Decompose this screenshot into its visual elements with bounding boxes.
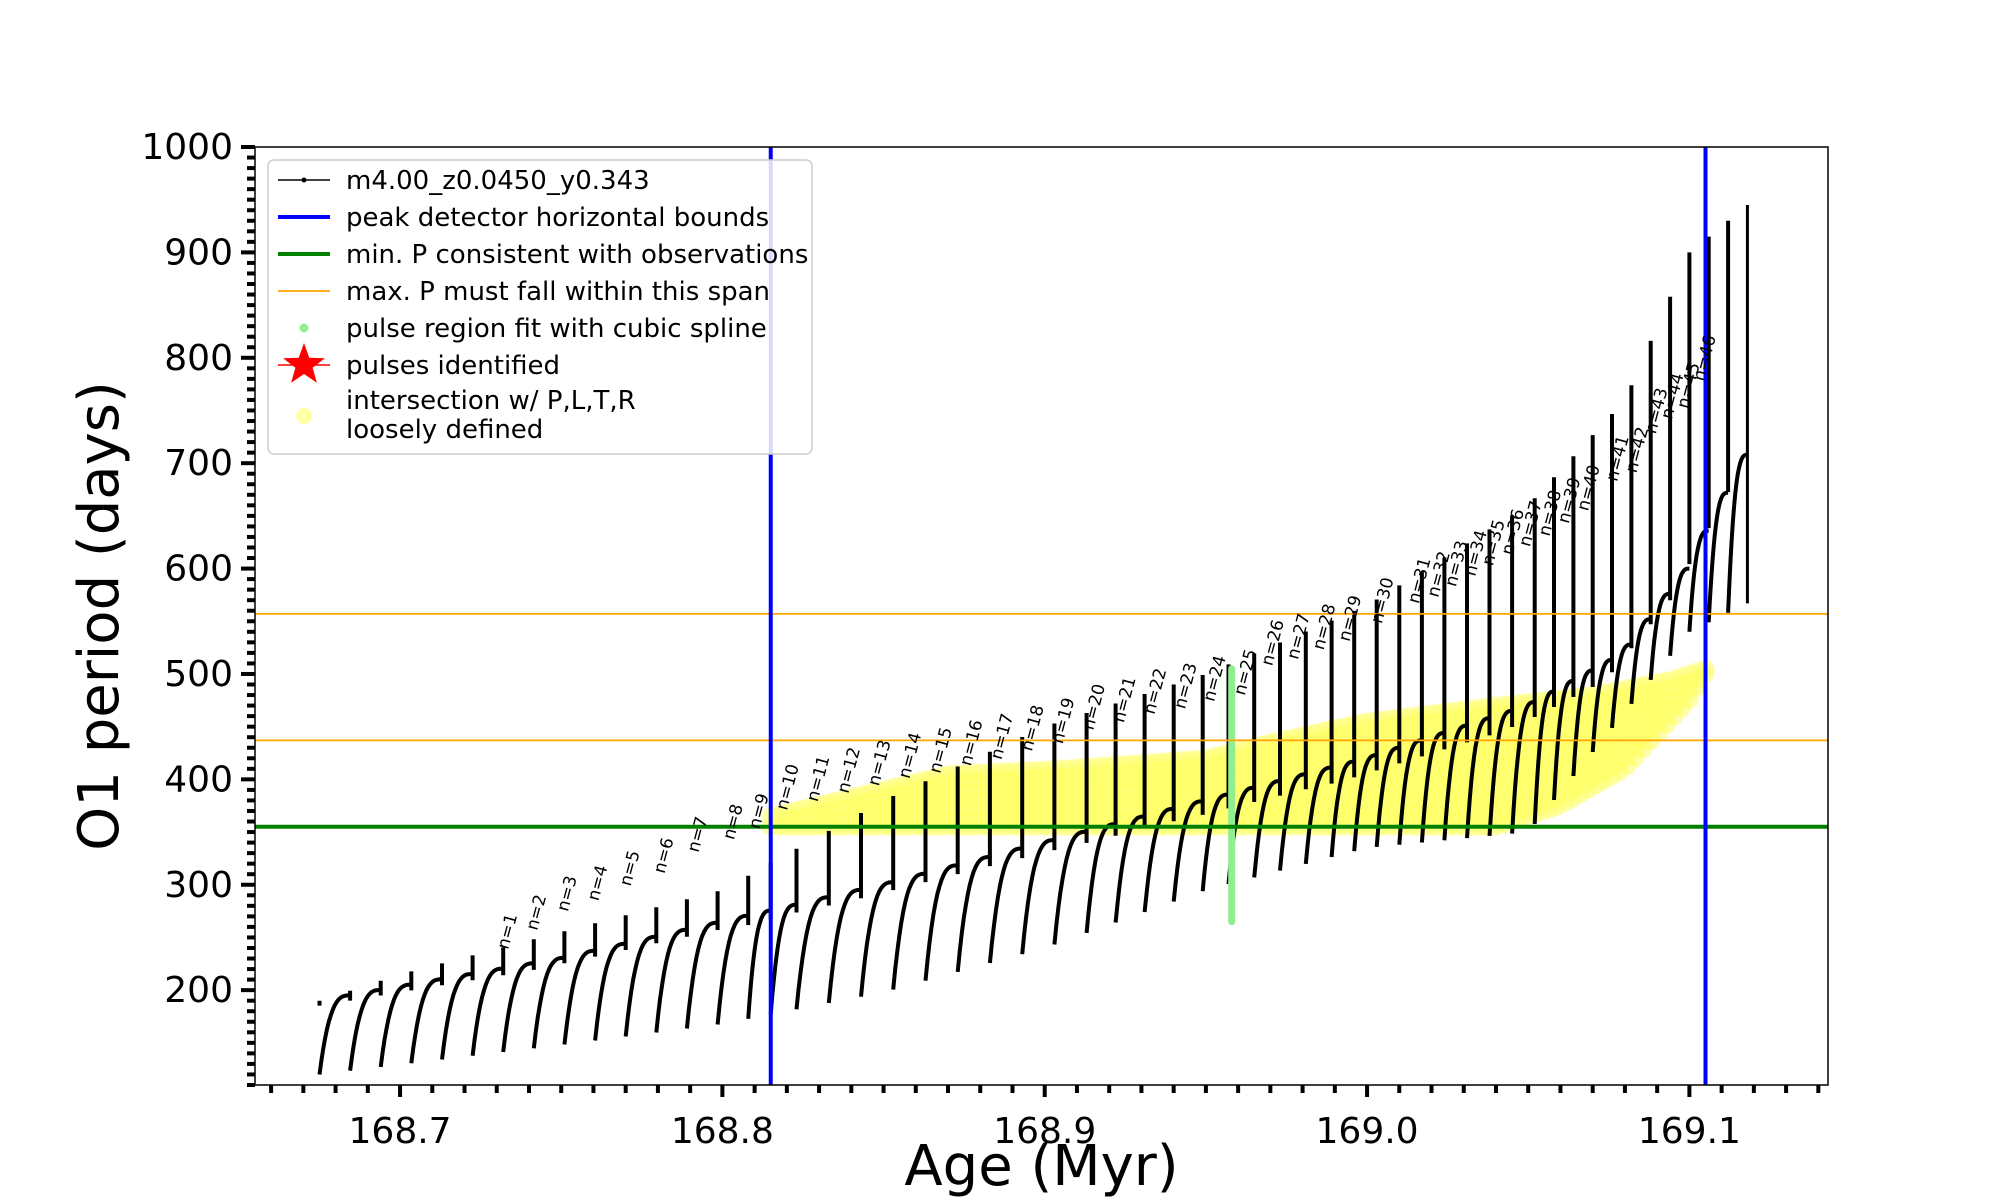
pulse-label: n=1: [494, 912, 523, 952]
legend-label: min. P consistent with observations: [346, 240, 808, 270]
pulse-label: n=4: [584, 863, 613, 903]
pulse-label: n=21: [1109, 675, 1140, 725]
x-axis-title: Age (Myr): [904, 1134, 1178, 1199]
pulse-labels: n=1 n=2 n=3 n=4 n=5 n=6n=7 n=8n=9n=10 n=11 n=12 n…: [494, 333, 1721, 951]
pulse-label: n=6: [650, 836, 679, 876]
y-tick-label: 600: [164, 549, 233, 590]
pulse-label: n=46: [1689, 333, 1720, 383]
pulse-label: n=3: [553, 874, 582, 914]
pulse-label: n=22: [1140, 666, 1171, 716]
legend-label: pulse region fit with cubic spline: [346, 314, 767, 344]
x-tick-label: 169.0: [1316, 1111, 1419, 1152]
pulse-label: n=17: [987, 711, 1018, 761]
pulse-label: n=40: [1573, 463, 1604, 513]
y-tick-label: 300: [164, 865, 233, 906]
y-axis-title: O1 period (days): [67, 381, 132, 851]
pulse-label: n=28: [1309, 602, 1340, 652]
legend-item: max. P must fall within this span: [278, 277, 770, 307]
x-tick-label: 169.1: [1638, 1111, 1741, 1152]
legend-item: peak detector horizontal bounds: [278, 203, 769, 233]
y-tick-label: 900: [164, 232, 233, 273]
pulse-label: n=20: [1079, 682, 1110, 732]
legend-swatch-dot: [301, 177, 307, 183]
legend-item: m4.00_z0.0450_y0.343: [278, 166, 650, 196]
legend-box: [267, 159, 813, 455]
legend-item: pulse region fit with cubic spline: [299, 314, 767, 344]
y-tick-label: 200: [164, 970, 233, 1011]
x-tick-label: 168.9: [993, 1111, 1096, 1152]
legend-label: m4.00_z0.0450_y0.343: [346, 166, 650, 196]
y-tick-label: 800: [164, 338, 233, 379]
legend-item: pulses identified: [278, 343, 560, 383]
pulse-label: n=2: [523, 893, 552, 933]
pulse-label: n=27: [1283, 611, 1314, 661]
legend-label: max. P must fall within this span: [346, 277, 770, 307]
pulse-label: n=30: [1367, 575, 1398, 625]
pulse-label: n=18: [1017, 703, 1048, 753]
legend-label: pulses identified: [346, 351, 560, 381]
y-tick-label: 1000: [141, 127, 233, 168]
y-tick-label: 400: [164, 759, 233, 800]
legend-label: intersection w/ P,L,T,R: [346, 386, 636, 416]
plot-area: [255, 147, 1828, 1085]
pulse-label: n=23: [1170, 661, 1201, 711]
axes: 168.7 168.8 168.9 169.0 169.1 Age (Myr) 200 300…: [67, 127, 1829, 1199]
legend-label-line2: loosely defined: [346, 415, 543, 445]
pulse-label: n=7: [684, 815, 713, 855]
x-tick-label: 168.8: [671, 1111, 774, 1152]
pulse-label: n=29: [1335, 593, 1366, 643]
pulse-label: n=8: [719, 802, 748, 842]
y-tick-label: 500: [164, 654, 233, 695]
legend-swatch-star: [283, 343, 325, 383]
pulse-label: n=24: [1199, 653, 1230, 703]
x-tick-label: 168.7: [349, 1111, 452, 1152]
legend-swatch: [299, 323, 309, 333]
y-tick-label: 700: [164, 443, 233, 484]
plot-frame: [254, 146, 1829, 1086]
pulse-label: n=5: [616, 848, 645, 888]
legend-item: min. P consistent with observations: [278, 240, 808, 270]
pulse-label: n=19: [1048, 696, 1079, 746]
legend-swatch: [296, 408, 312, 424]
pulse-label: n=26: [1258, 618, 1289, 668]
pulse-label: n=16: [956, 718, 987, 768]
pulse-label: n=25: [1230, 647, 1261, 697]
legend-label: peak detector horizontal bounds: [346, 203, 769, 233]
